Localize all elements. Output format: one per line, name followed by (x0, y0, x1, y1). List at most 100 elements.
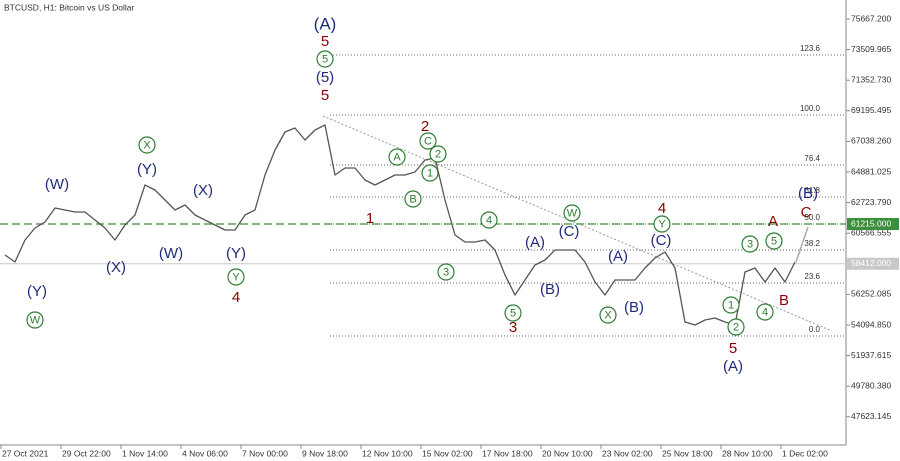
wave-label: Y (658, 218, 666, 230)
fib-label: 50.0 (804, 213, 820, 222)
wave-circle (756, 303, 774, 321)
wave-label: C (424, 135, 432, 147)
x-tick-label: 9 Nov 18:00 (302, 448, 348, 458)
x-tick-label: 27 Oct 2021 (2, 448, 49, 458)
wave-label: 2 (435, 148, 441, 160)
wave-label: (Y) (137, 161, 157, 178)
wave-label: W (567, 207, 578, 219)
wave-label: (A) (525, 234, 545, 251)
wave-label: (A) (723, 358, 743, 375)
fib-label: 61.8 (804, 186, 820, 195)
wave-circle (741, 235, 759, 253)
wave-label: (X) (106, 259, 126, 276)
wave-circle (316, 50, 334, 68)
wave-label: Y (232, 271, 240, 283)
wave-label: 2 (733, 321, 739, 333)
x-tick-label: 17 Nov 18:00 (482, 448, 533, 458)
wave-circle (722, 296, 740, 314)
wave-label: (Y) (27, 283, 47, 300)
x-tick-label: 4 Nov 06:00 (182, 448, 228, 458)
wave-label: (X) (193, 182, 213, 199)
wave-circle (563, 204, 581, 222)
y-tick-label: 56252.085 (851, 289, 891, 299)
wave-label: 3 (747, 238, 753, 250)
x-tick-label: 1 Nov 14:00 (122, 448, 168, 458)
wave-circle (421, 164, 439, 182)
price-line-series (4, 124, 796, 326)
fib-label: 38.2 (804, 239, 820, 248)
y-tick-label: 71352.730 (851, 74, 891, 84)
wave-label: 4 (762, 306, 768, 318)
x-tick-label: 29 Oct 22:00 (62, 448, 111, 458)
price-label: 58412.000 (851, 258, 891, 268)
wave-label: X (143, 139, 151, 151)
wave-label: (W) (159, 245, 183, 262)
wave-circle (138, 136, 156, 154)
x-tick-label: 25 Nov 18:00 (662, 448, 713, 458)
x-tick-label: 12 Nov 10:00 (362, 448, 413, 458)
wave-label: 1 (728, 299, 734, 311)
y-tick-label: 54094.850 (851, 319, 891, 329)
y-tick-label: 69195.495 (851, 105, 891, 115)
fib-label: 0.0 (809, 325, 821, 334)
y-tick-label: 62723.790 (851, 197, 891, 207)
fib-label: 100.0 (800, 104, 821, 113)
price-box (847, 257, 899, 270)
wave-label: 5 (729, 340, 737, 357)
wave-label: C (801, 204, 812, 221)
chart-title: BTCUSD, H1: Bitcoin vs US Dollar (4, 2, 135, 12)
wave-label: 4 (658, 200, 666, 217)
wave-label: X (604, 309, 612, 321)
wave-circle (727, 318, 745, 336)
y-tick-label: 47623.145 (851, 411, 891, 421)
fib-label: 23.6 (804, 272, 820, 281)
y-tick-label: 64881.025 (851, 166, 891, 176)
projection-line (795, 226, 809, 263)
wave-circle (419, 132, 437, 150)
x-tick-label: 15 Nov 02:00 (422, 448, 473, 458)
wave-circle (653, 215, 671, 233)
wave-circle (227, 268, 245, 286)
wave-label: (B) (798, 185, 818, 202)
wave-label: 5 (510, 307, 516, 319)
wave-label: 3 (509, 319, 517, 336)
wave-label: (B) (624, 299, 644, 316)
wave-label: (W) (45, 176, 69, 193)
wave-circle (404, 190, 422, 208)
x-tick-label: 7 Nov 00:00 (242, 448, 288, 458)
wave-label: B (409, 193, 416, 205)
y-tick-label: 75667.200 (851, 13, 891, 23)
wave-label: A (768, 213, 778, 230)
wave-label: (A) (314, 14, 337, 33)
wave-label: B (779, 292, 789, 309)
y-tick-label: 49780.380 (851, 380, 891, 390)
wave-circle (599, 306, 617, 324)
wave-circle (388, 148, 406, 166)
wave-label: 4 (486, 214, 492, 226)
wave-circle (504, 304, 522, 322)
wave-label: 5 (771, 235, 777, 247)
wave-label: 5 (322, 53, 328, 65)
wave-label: 5 (321, 87, 329, 104)
wave-label: 5 (321, 33, 329, 50)
fib-label: 123.6 (800, 44, 821, 53)
wave-label: 3 (443, 266, 449, 278)
y-tick-label: 60566.555 (851, 227, 891, 237)
wave-circle (26, 311, 44, 329)
wave-label: 2 (421, 118, 429, 135)
x-tick-label: 28 Nov 10:00 (722, 448, 773, 458)
wave-label: (B) (540, 281, 560, 298)
wave-circle (480, 211, 498, 229)
wave-label: W (30, 314, 41, 326)
wave-circle (765, 232, 783, 250)
wave-label: (A) (608, 248, 628, 265)
x-tick-label: 1 Dec 02:00 (782, 448, 828, 458)
wave-label: 1 (427, 167, 433, 179)
wave-circle (429, 145, 447, 163)
wave-label: (C) (651, 232, 672, 249)
wave-label: (Y) (226, 245, 246, 262)
y-tick-label: 67038.260 (851, 136, 891, 146)
wave-label: (C) (559, 223, 580, 240)
wave-label: A (393, 151, 401, 163)
